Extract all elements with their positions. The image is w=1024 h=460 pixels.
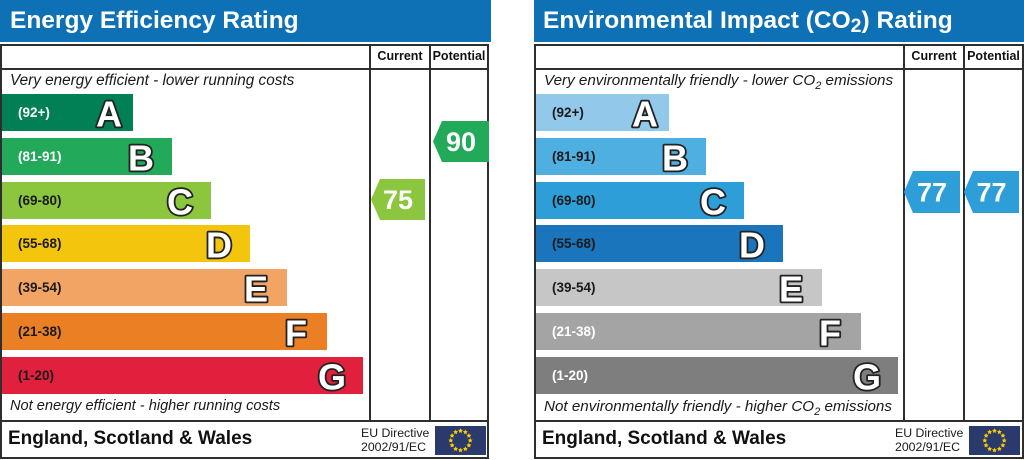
svg-text:90: 90 [446, 127, 476, 157]
svg-text:E: E [244, 269, 268, 310]
svg-text:77: 77 [917, 178, 947, 208]
svg-text:B: B [128, 138, 154, 179]
svg-text:77: 77 [976, 178, 1006, 208]
svg-text:A: A [96, 94, 122, 135]
svg-text:C: C [167, 182, 193, 223]
svg-text:A: A [632, 94, 658, 135]
svg-text:D: D [739, 225, 765, 266]
svg-text:F: F [285, 313, 307, 354]
svg-text:G: G [853, 357, 881, 398]
svg-text:G: G [318, 357, 346, 398]
svg-text:E: E [779, 269, 803, 310]
svg-text:D: D [206, 225, 232, 266]
svg-text:F: F [819, 313, 841, 354]
svg-text:75: 75 [383, 185, 413, 215]
svg-text:B: B [662, 138, 688, 179]
svg-text:C: C [700, 182, 726, 223]
